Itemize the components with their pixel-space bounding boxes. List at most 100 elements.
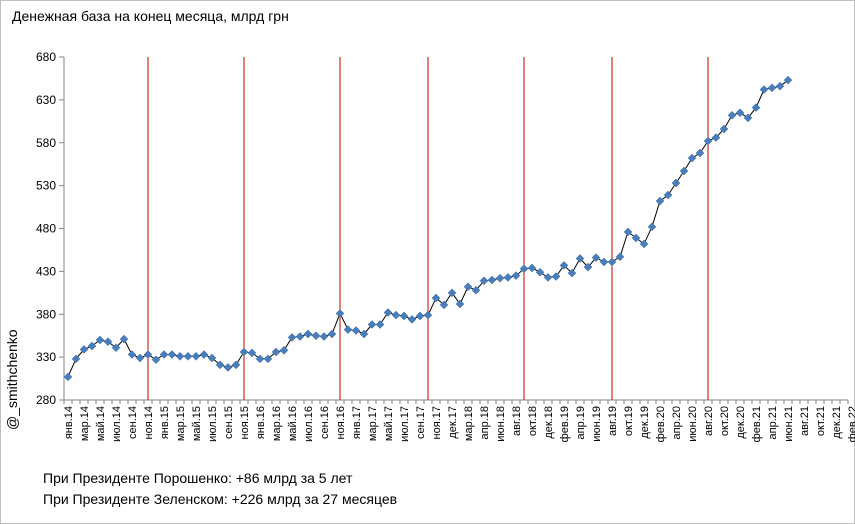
x-tick-label: фев.21 — [751, 406, 763, 442]
x-tick-label: мар.16 — [271, 406, 283, 441]
data-point — [279, 345, 289, 355]
x-tick-label: янв.17 — [351, 406, 363, 439]
x-tick-label: апр.19 — [575, 406, 587, 439]
data-point — [407, 315, 417, 324]
y-tick-label: 680 — [36, 50, 56, 64]
data-point — [127, 350, 137, 359]
note-zelensky: При Президенте Зеленском: +226 млрд за 2… — [43, 491, 398, 507]
data-point — [511, 271, 521, 281]
x-tick-label: фев.19 — [559, 406, 571, 442]
y-tick-label: 530 — [36, 179, 56, 193]
y-tick-label: 330 — [36, 350, 56, 364]
data-point — [135, 353, 145, 363]
data-point — [63, 372, 73, 382]
x-tick-label: апр.21 — [767, 406, 779, 439]
data-point — [367, 320, 377, 329]
x-tick-label: окт.18 — [527, 406, 539, 436]
data-point — [535, 267, 545, 277]
data-point — [479, 276, 489, 286]
x-tick-label: дек.18 — [543, 406, 555, 439]
watermark-label: @_smithchenko — [4, 329, 20, 430]
data-point — [151, 355, 161, 365]
x-tick-label: окт.21 — [815, 406, 827, 436]
data-point — [599, 257, 609, 267]
x-tick-label: авг.18 — [511, 406, 523, 436]
x-tick-label: окт.19 — [623, 406, 635, 436]
data-point — [463, 282, 473, 292]
data-point — [263, 354, 273, 364]
x-tick-label: мар.14 — [79, 406, 91, 441]
data-point — [159, 350, 169, 359]
data-point — [679, 166, 689, 176]
x-tick-label: май.16 — [287, 406, 299, 441]
x-tick-label: май.17 — [383, 406, 395, 441]
x-tick-label: сен.15 — [223, 406, 235, 439]
data-point — [663, 190, 673, 200]
data-point — [111, 343, 121, 353]
data-point — [423, 310, 433, 320]
data-point — [103, 337, 113, 347]
data-point — [495, 273, 505, 283]
x-tick-label: июн.21 — [783, 406, 795, 442]
data-point — [719, 124, 729, 134]
x-tick-label: мар.17 — [367, 406, 379, 441]
data-point — [295, 332, 305, 341]
data-point — [647, 222, 657, 232]
data-point — [79, 345, 89, 354]
x-tick-label: авг.20 — [703, 406, 715, 436]
note-poroshenko: При Президенте Порошенко: +86 млрд за 5 … — [43, 470, 353, 486]
x-tick-label: июл.17 — [399, 406, 411, 442]
data-point — [583, 262, 593, 272]
data-point — [767, 83, 777, 93]
data-point — [455, 299, 465, 309]
x-tick-label: июл.15 — [207, 406, 219, 442]
data-point — [591, 253, 601, 263]
data-point — [287, 333, 297, 342]
data-point — [207, 353, 217, 363]
data-point — [559, 261, 569, 270]
x-tick-label: янв.15 — [159, 406, 171, 439]
x-tick-label: авг.21 — [799, 406, 811, 436]
y-tick-label: 280 — [36, 393, 56, 407]
data-point — [639, 239, 649, 249]
x-tick-label: фев.20 — [655, 406, 667, 442]
x-tick-label: июн.18 — [495, 406, 507, 442]
x-tick-label: фев.22 — [847, 406, 855, 442]
x-tick-label: апр.20 — [671, 406, 683, 439]
data-point — [319, 332, 329, 341]
data-point — [311, 331, 321, 341]
data-point — [239, 347, 249, 357]
data-point — [223, 363, 233, 372]
data-point — [143, 350, 153, 359]
data-point — [711, 133, 721, 142]
x-tick-label: июл.14 — [111, 406, 123, 442]
y-tick-label: 430 — [36, 264, 56, 278]
data-point — [271, 347, 281, 357]
data-point — [519, 264, 529, 274]
data-point — [551, 272, 561, 281]
data-point — [655, 196, 665, 206]
data-point — [87, 341, 97, 351]
data-point — [695, 148, 705, 158]
data-point — [615, 252, 625, 262]
x-tick-label: май.15 — [191, 406, 203, 441]
x-tick-label: июн.20 — [687, 406, 699, 442]
x-tick-label: сен.17 — [415, 406, 427, 439]
data-point — [375, 320, 385, 329]
x-tick-label: янв.14 — [63, 406, 75, 439]
data-point — [335, 309, 345, 318]
x-tick-label: дек.17 — [447, 406, 459, 439]
data-point — [607, 257, 617, 267]
data-point — [303, 329, 313, 339]
data-point — [743, 113, 753, 123]
y-tick-label: 630 — [36, 93, 56, 107]
data-point — [183, 351, 193, 361]
data-point — [727, 110, 737, 120]
data-point — [351, 326, 361, 335]
data-point — [783, 75, 793, 85]
data-point — [247, 348, 257, 358]
x-tick-label: дек.19 — [639, 406, 651, 439]
data-point — [759, 85, 769, 94]
x-tick-label: апр.18 — [479, 406, 491, 439]
